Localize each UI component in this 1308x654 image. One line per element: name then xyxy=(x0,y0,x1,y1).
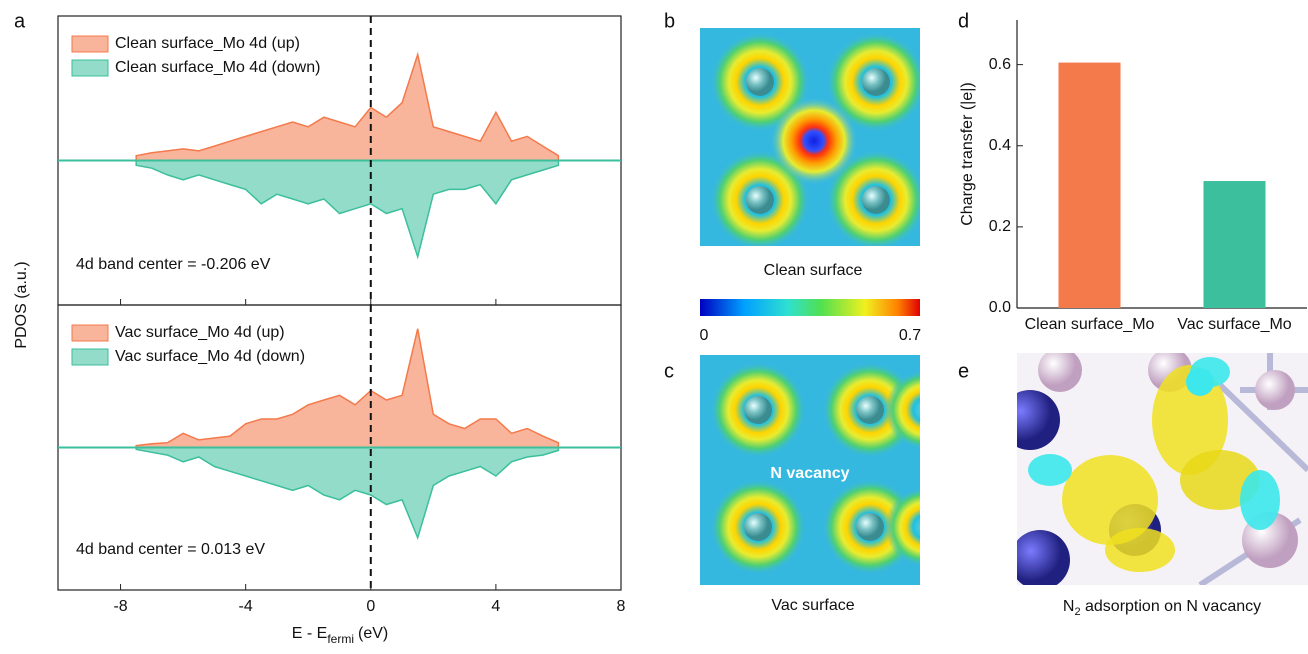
x-axis-label: E - Efermi (eV) xyxy=(292,625,388,646)
image-caption: N2 adsorption on N vacancy xyxy=(1063,598,1261,618)
panel-label: b xyxy=(664,10,675,32)
legend-swatch xyxy=(71,59,109,77)
y-axis-label: Charge transfer (|e|) xyxy=(959,82,976,225)
pdos-area xyxy=(135,51,560,162)
x-label-part: E - E xyxy=(292,625,328,642)
legend-label: Clean surface_Mo 4d (up) xyxy=(115,35,300,52)
x-tick-label: Vac surface_Mo xyxy=(1177,316,1292,333)
x-label-subscript: fermi xyxy=(327,632,354,646)
legend-label: Vac surface_Mo 4d (up) xyxy=(115,324,285,341)
legend-swatch xyxy=(71,348,109,366)
caption-part: adsorption on N vacancy xyxy=(1081,598,1262,615)
image-caption: Clean surface xyxy=(764,262,863,279)
x-tick-label: -4 xyxy=(239,598,253,615)
charge-density-map xyxy=(700,355,920,585)
bar xyxy=(1203,181,1266,308)
y-tick-label: 0.0 xyxy=(989,299,1011,316)
band-center-annotation: 4d band center = -0.206 eV xyxy=(76,256,271,273)
colorbar-label: 0 xyxy=(700,327,709,344)
pdos-area xyxy=(135,328,560,449)
legend-label: Clean surface_Mo 4d (down) xyxy=(115,59,320,76)
x-tick-label: 0 xyxy=(366,598,375,615)
legend-swatch xyxy=(71,35,109,53)
image-caption: Vac surface xyxy=(771,597,854,614)
pdos-area xyxy=(135,446,560,541)
bar xyxy=(1058,62,1121,308)
x-tick-label: Clean surface_Mo xyxy=(1025,316,1155,333)
panel-label: a xyxy=(14,10,26,32)
charge-density-map xyxy=(700,28,920,246)
y-tick-label: 0.4 xyxy=(989,137,1011,154)
panel-label: c xyxy=(664,360,674,382)
band-center-annotation: 4d band center = 0.013 eV xyxy=(76,541,265,558)
x-tick-label: -8 xyxy=(113,598,127,615)
y-tick-label: 0.6 xyxy=(989,56,1011,73)
caption-subscript: 2 xyxy=(1074,606,1080,618)
y-axis-label: PDOS (a.u.) xyxy=(13,261,30,348)
legend-label: Vac surface_Mo 4d (down) xyxy=(115,348,305,365)
colorbar xyxy=(700,299,920,316)
x-tick-label: 8 xyxy=(617,598,626,615)
x-tick-label: 4 xyxy=(491,598,500,615)
legend-swatch xyxy=(71,324,109,342)
x-label-part: (eV) xyxy=(358,625,388,642)
pdos-area xyxy=(135,159,560,260)
colorbar-label: 0.7 xyxy=(899,327,921,344)
panel-label: e xyxy=(958,360,969,382)
panel-label: d xyxy=(958,10,969,32)
caption-part: N xyxy=(1063,598,1075,615)
image-overlay-label: N vacancy xyxy=(770,465,849,482)
y-tick-label: 0.2 xyxy=(989,218,1011,235)
charge-difference-render xyxy=(1017,353,1308,585)
